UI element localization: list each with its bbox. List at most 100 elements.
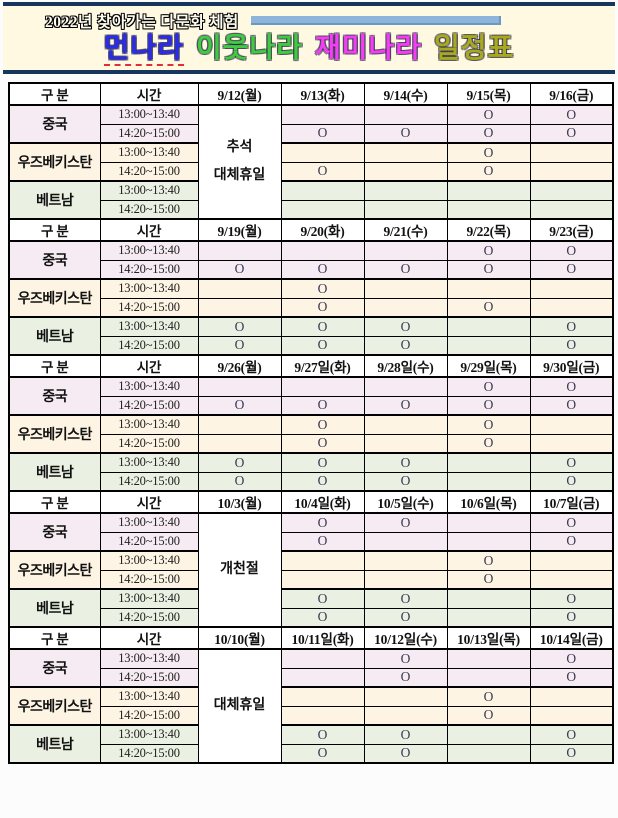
mark-cell	[446, 452, 531, 473]
mark-cell	[197, 376, 282, 397]
mark-cell	[280, 667, 365, 688]
schedule-row: 중국 13:00~13:40 O O	[8, 240, 614, 280]
mark-cell: O	[446, 104, 531, 125]
mark-cell	[363, 278, 448, 299]
column-header-date: 9/23(금)	[529, 218, 614, 242]
week-header-row: 구 분 시간 9/26(월) 9/27일(화) 9/28일(수) 9/29일(목) 9/30…	[8, 354, 614, 378]
schedule-row: 우즈베키스탄 13:00~13:40 O	[8, 686, 614, 726]
mark-cell: O	[446, 259, 531, 280]
country-cell: 베트남	[8, 724, 101, 764]
mark-cell	[280, 569, 365, 590]
column-header-category: 구 분	[8, 218, 101, 242]
schedule-row: 중국 13:00~13:40 개천절 O O O	[8, 512, 614, 628]
banner-subtitle: 2022년 찾아가는 다문화 체험	[45, 13, 239, 31]
country-cell: 베트남	[8, 180, 101, 220]
mark-cell: O	[446, 569, 531, 590]
country-cell: 베트남	[8, 452, 101, 492]
time-cell: 14:20~15:00	[99, 161, 199, 182]
mark-cell: O	[446, 433, 531, 454]
time-cell: 13:00~13:40	[99, 512, 199, 533]
column-header-date: 10/10(월)	[197, 626, 282, 650]
mark-cell	[529, 433, 614, 454]
title-word: 먼나라	[103, 33, 184, 66]
column-header-date: 10/11일(화)	[280, 626, 365, 650]
holiday-cell: 개천절	[197, 512, 282, 628]
mark-cell: O	[363, 316, 448, 337]
mark-cell	[363, 569, 448, 590]
mark-cell: O	[529, 104, 614, 125]
mark-cell	[363, 686, 448, 707]
column-header-date: 9/15(목)	[446, 82, 531, 106]
country-cell: 베트남	[8, 316, 101, 356]
title-word: 이웃나라	[195, 33, 303, 64]
mark-cell	[363, 180, 448, 201]
mark-cell	[446, 180, 531, 201]
mark-cell: O	[446, 414, 531, 435]
column-header-date: 10/13일(목)	[446, 626, 531, 650]
mark-cell	[446, 588, 531, 609]
mark-cell: O	[280, 433, 365, 454]
column-header-date: 10/3(월)	[197, 490, 282, 514]
time-cell: 14:20~15:00	[99, 607, 199, 628]
schedule-row: 중국 13:00~13:40 O O	[8, 376, 614, 416]
time-cell: 13:00~13:40	[99, 180, 199, 201]
mark-cell: O	[280, 123, 365, 144]
time-cell: 14:20~15:00	[99, 667, 199, 688]
mark-cell: O	[280, 607, 365, 628]
schedule-row: 우즈베키스탄 13:00~13:40 O	[8, 278, 614, 318]
mark-cell: O	[363, 724, 448, 745]
schedule-row: 중국 13:00~13:40 추석 대체휴일 O O	[8, 104, 614, 220]
mark-cell: O	[280, 161, 365, 182]
time-cell: 13:00~13:40	[99, 240, 199, 261]
time-cell: 14:20~15:00	[99, 123, 199, 144]
schedule-row: 베트남 13:00~13:40	[8, 180, 614, 220]
mark-cell: O	[280, 512, 365, 533]
mark-cell: O	[363, 743, 448, 764]
time-cell: 13:00~13:40	[99, 648, 199, 669]
mark-cell	[197, 278, 282, 299]
country-cell: 중국	[8, 376, 101, 416]
mark-cell	[446, 316, 531, 337]
time-cell: 14:20~15:00	[99, 705, 199, 726]
mark-cell: O	[197, 259, 282, 280]
time-cell: 13:00~13:40	[99, 142, 199, 163]
mark-cell	[197, 297, 282, 318]
mark-cell: O	[280, 531, 365, 552]
column-header-date: 10/12일(수)	[363, 626, 448, 650]
mark-cell: O	[529, 471, 614, 492]
column-header-category: 구 분	[8, 626, 101, 650]
time-cell: 13:00~13:40	[99, 724, 199, 745]
mark-cell	[363, 199, 448, 220]
column-header-date: 9/20(화)	[280, 218, 365, 242]
time-cell: 14:20~15:00	[99, 433, 199, 454]
mark-cell: O	[529, 667, 614, 688]
mark-cell	[280, 648, 365, 669]
column-header-time: 시간	[99, 82, 199, 106]
mark-cell	[280, 705, 365, 726]
mark-cell	[280, 550, 365, 571]
time-cell: 13:00~13:40	[99, 550, 199, 571]
mark-cell	[529, 705, 614, 726]
column-header-date: 9/29일(목)	[446, 354, 531, 378]
schedule-page: 2022년 찾아가는 다문화 체험 먼나라 이웃나라 재미나라 일정표 구 분 시간 9/…	[0, 2, 618, 764]
mark-cell: O	[529, 724, 614, 745]
schedule-row: 14:20~15:00 O O	[9, 667, 614, 688]
mark-cell: O	[280, 743, 365, 764]
mark-cell: O	[280, 395, 365, 416]
mark-cell	[363, 705, 448, 726]
mark-cell: O	[197, 335, 282, 356]
schedule-row: 14:20~15:00 O	[9, 705, 614, 726]
mark-cell: O	[529, 395, 614, 416]
schedule-row: 베트남 13:00~13:40 O O O O	[8, 316, 614, 356]
mark-cell: O	[363, 452, 448, 473]
holiday-label: 대체휴일	[213, 698, 266, 713]
country-cell: 우즈베키스탄	[8, 414, 101, 454]
schedule-row: 14:20~15:00 O O O	[9, 607, 614, 628]
schedule-row: 14:20~15:00 O O O O O	[9, 259, 614, 280]
column-header-date: 9/27일(화)	[280, 354, 365, 378]
schedule-row: 중국 13:00~13:40 대체휴일 O O	[8, 648, 614, 764]
mark-cell: O	[363, 471, 448, 492]
mark-cell	[446, 335, 531, 356]
time-cell: 13:00~13:40	[99, 316, 199, 337]
mark-cell: O	[363, 259, 448, 280]
